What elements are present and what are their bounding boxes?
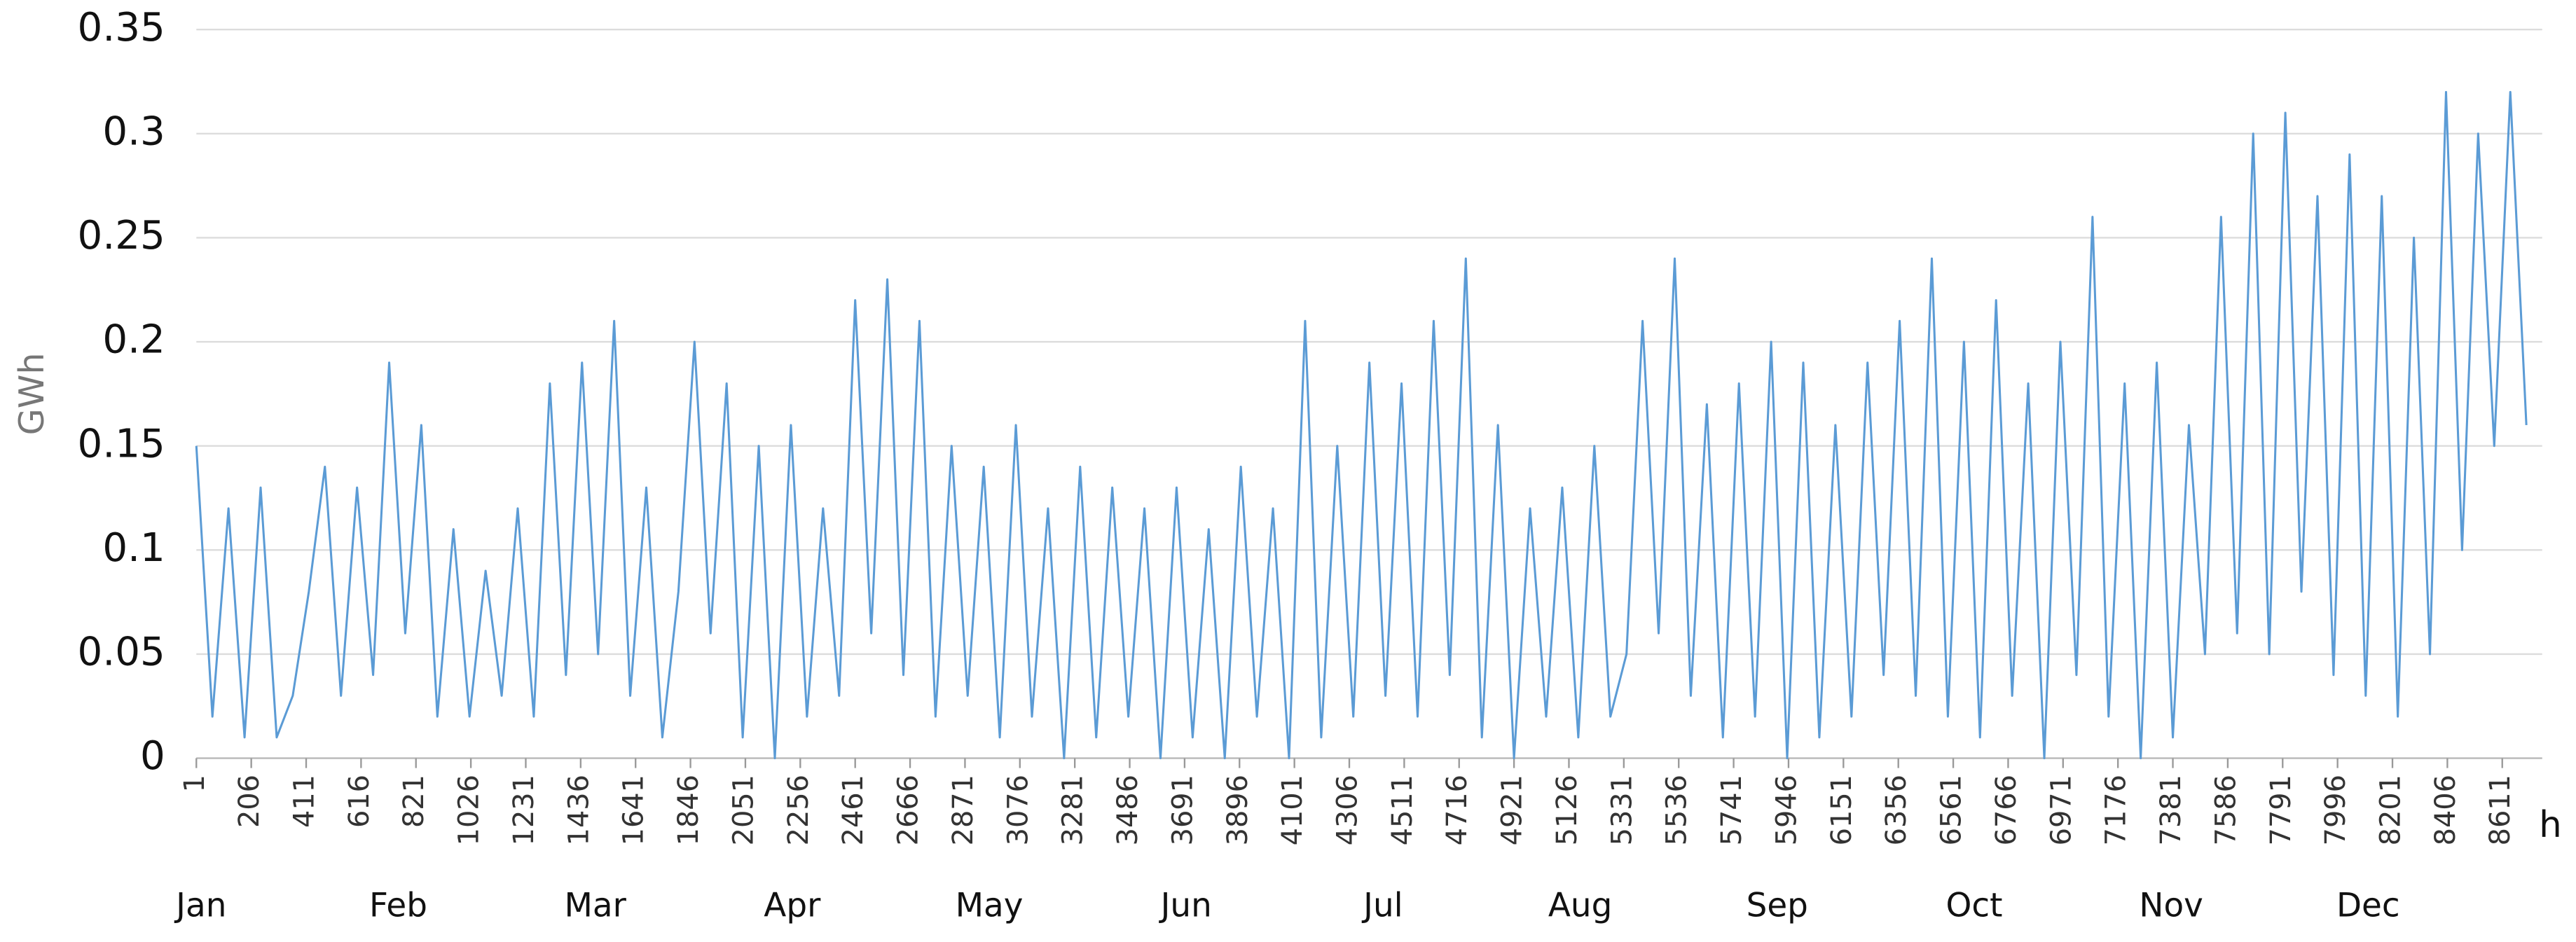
x-tick-label: 7586	[2210, 775, 2242, 845]
x-tick-label: 1231	[508, 775, 540, 845]
x-tick-label: 3076	[1002, 775, 1034, 845]
month-label: Dec	[2336, 887, 2400, 924]
month-label: May	[956, 887, 1024, 924]
month-label: Jun	[1159, 887, 1212, 924]
y-tick-label: 0.15	[78, 421, 165, 466]
y-tick-label: 0.1	[102, 525, 165, 571]
x-tick-label: 2051	[727, 775, 759, 845]
x-tick-label: 1436	[563, 775, 595, 845]
x-axis-label: h	[2539, 804, 2562, 846]
month-label: Oct	[1945, 887, 2002, 924]
month-label: Sep	[1747, 887, 1808, 924]
x-tick-label: 7996	[2320, 775, 2352, 845]
x-tick-label: 4716	[1441, 775, 1473, 845]
x-tick-label: 5126	[1551, 775, 1583, 845]
x-tick-label: 4101	[1276, 775, 1309, 845]
x-tick-label: 1	[179, 775, 211, 792]
y-tick-label: 0.2	[102, 317, 165, 363]
x-tick-label: 4921	[1496, 775, 1529, 845]
y-tick-label: 0	[140, 733, 165, 779]
x-tick-label: 6356	[1880, 775, 1913, 845]
data-line	[195, 90, 2528, 760]
x-tick-label: 821	[398, 775, 430, 828]
x-tick-label: 5536	[1661, 775, 1693, 845]
x-tick-label: 5946	[1770, 775, 1803, 845]
x-tick-label: 2871	[947, 775, 979, 845]
x-tick-label: 5331	[1606, 775, 1638, 845]
y-tick-label: 0.05	[78, 630, 165, 675]
month-label: Feb	[369, 887, 427, 924]
x-tick-label: 3691	[1166, 775, 1199, 845]
x-tick-label: 7176	[2100, 775, 2133, 845]
x-tick-label: 8611	[2484, 775, 2516, 845]
y-tick-label: 0.25	[78, 213, 165, 258]
x-tick-label: 411	[289, 775, 321, 828]
x-tick-label: 3896	[1222, 775, 1254, 845]
x-tick-label: 2461	[837, 775, 869, 845]
x-tick-label: 6151	[1826, 775, 1858, 845]
x-tick-label: 4306	[1332, 775, 1364, 845]
month-label: Jan	[174, 887, 226, 924]
x-tick-label: 2256	[783, 775, 815, 845]
x-tick-label: 1026	[453, 775, 485, 845]
x-tick-label: 7791	[2265, 775, 2297, 845]
x-tick-label: 8201	[2375, 775, 2407, 845]
y-tick-label: 0.3	[102, 109, 165, 154]
month-label: Aug	[1548, 887, 1613, 924]
x-tick-label: 206	[233, 775, 266, 828]
x-tick-label: 3486	[1112, 775, 1144, 845]
x-tick-label: 616	[343, 775, 376, 828]
y-tick-label: 0.35	[78, 5, 165, 50]
x-tick-label: 3281	[1057, 775, 1089, 845]
x-tick-label: 1641	[618, 775, 650, 845]
x-tick-label: 6561	[1936, 775, 1968, 845]
x-tick-label: 6766	[1990, 775, 2023, 845]
month-label: Mar	[564, 887, 626, 924]
x-tick-label: 4511	[1386, 775, 1419, 845]
y-axis-label: GWh	[11, 352, 52, 435]
x-tick-label: 8406	[2430, 775, 2462, 845]
month-label: Nov	[2139, 887, 2203, 924]
x-tick-label: 5741	[1716, 775, 1748, 845]
x-tick-label: 1846	[673, 775, 705, 845]
month-label: Jul	[1361, 887, 1403, 924]
month-label: Apr	[764, 887, 821, 924]
x-tick-label: 6971	[2045, 775, 2077, 845]
x-tick-label: 2666	[893, 775, 925, 845]
x-tick-label: 7381	[2155, 775, 2187, 845]
